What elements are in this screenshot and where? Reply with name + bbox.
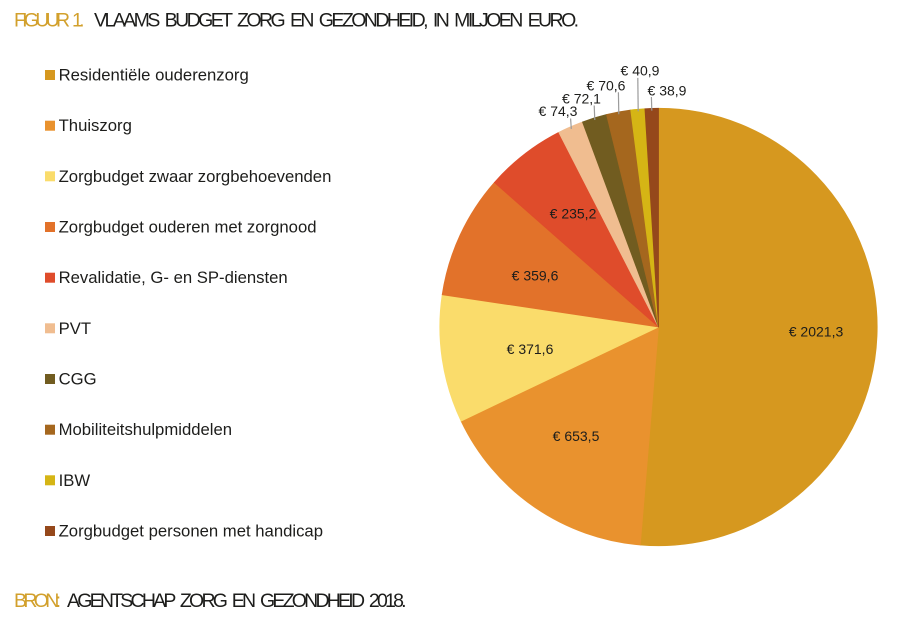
svg-text:Zorgbudget zwaar zorgbehoevend: Zorgbudget zwaar zorgbehoevenden — [59, 167, 332, 186]
svg-text:€ 74,3: € 74,3 — [539, 103, 578, 119]
svg-text:€ 2021,3: € 2021,3 — [789, 324, 844, 340]
svg-text:€ 70,6: € 70,6 — [587, 78, 626, 94]
svg-text:FIGUUR 1.VLAAMS BUDGET ZORG EN: FIGUUR 1. VLAAMS BUDGET ZORG EN GEZONDHEI… — [14, 10, 580, 32]
svg-text:€ 359,6: € 359,6 — [512, 267, 559, 283]
svg-text:Mobiliteitshulpmiddelen: Mobiliteitshulpmiddelen — [59, 420, 232, 439]
svg-text:€ 72,1: € 72,1 — [562, 91, 601, 107]
svg-text:€ 653,5: € 653,5 — [553, 428, 600, 444]
svg-text:IBW: IBW — [59, 471, 91, 490]
svg-text:Zorgbudget personen met handic: Zorgbudget personen met handicap — [59, 522, 323, 541]
svg-text:€ 40,9: € 40,9 — [621, 63, 660, 79]
svg-text:Zorgbudget ouderen met zorgnoo: Zorgbudget ouderen met zorgnood — [59, 218, 317, 237]
svg-text:€ 38,9: € 38,9 — [648, 82, 687, 98]
svg-text:€ 371,6: € 371,6 — [507, 341, 554, 357]
svg-text:Residentiële ouderenzorg: Residentiële ouderenzorg — [59, 66, 249, 85]
svg-text:BRON:AGENTSCHAP ZORG EN GEZOND: BRON: AGENTSCHAP ZORG EN GEZONDHEID 2018. — [14, 590, 408, 612]
svg-text:Thuiszorg: Thuiszorg — [59, 116, 132, 135]
svg-text:Revalidatie, G- en SP-diensten: Revalidatie, G- en SP-diensten — [59, 268, 288, 287]
svg-text:CGG: CGG — [59, 370, 97, 389]
svg-text:PVT: PVT — [59, 319, 91, 338]
svg-text:€ 235,2: € 235,2 — [550, 205, 597, 221]
